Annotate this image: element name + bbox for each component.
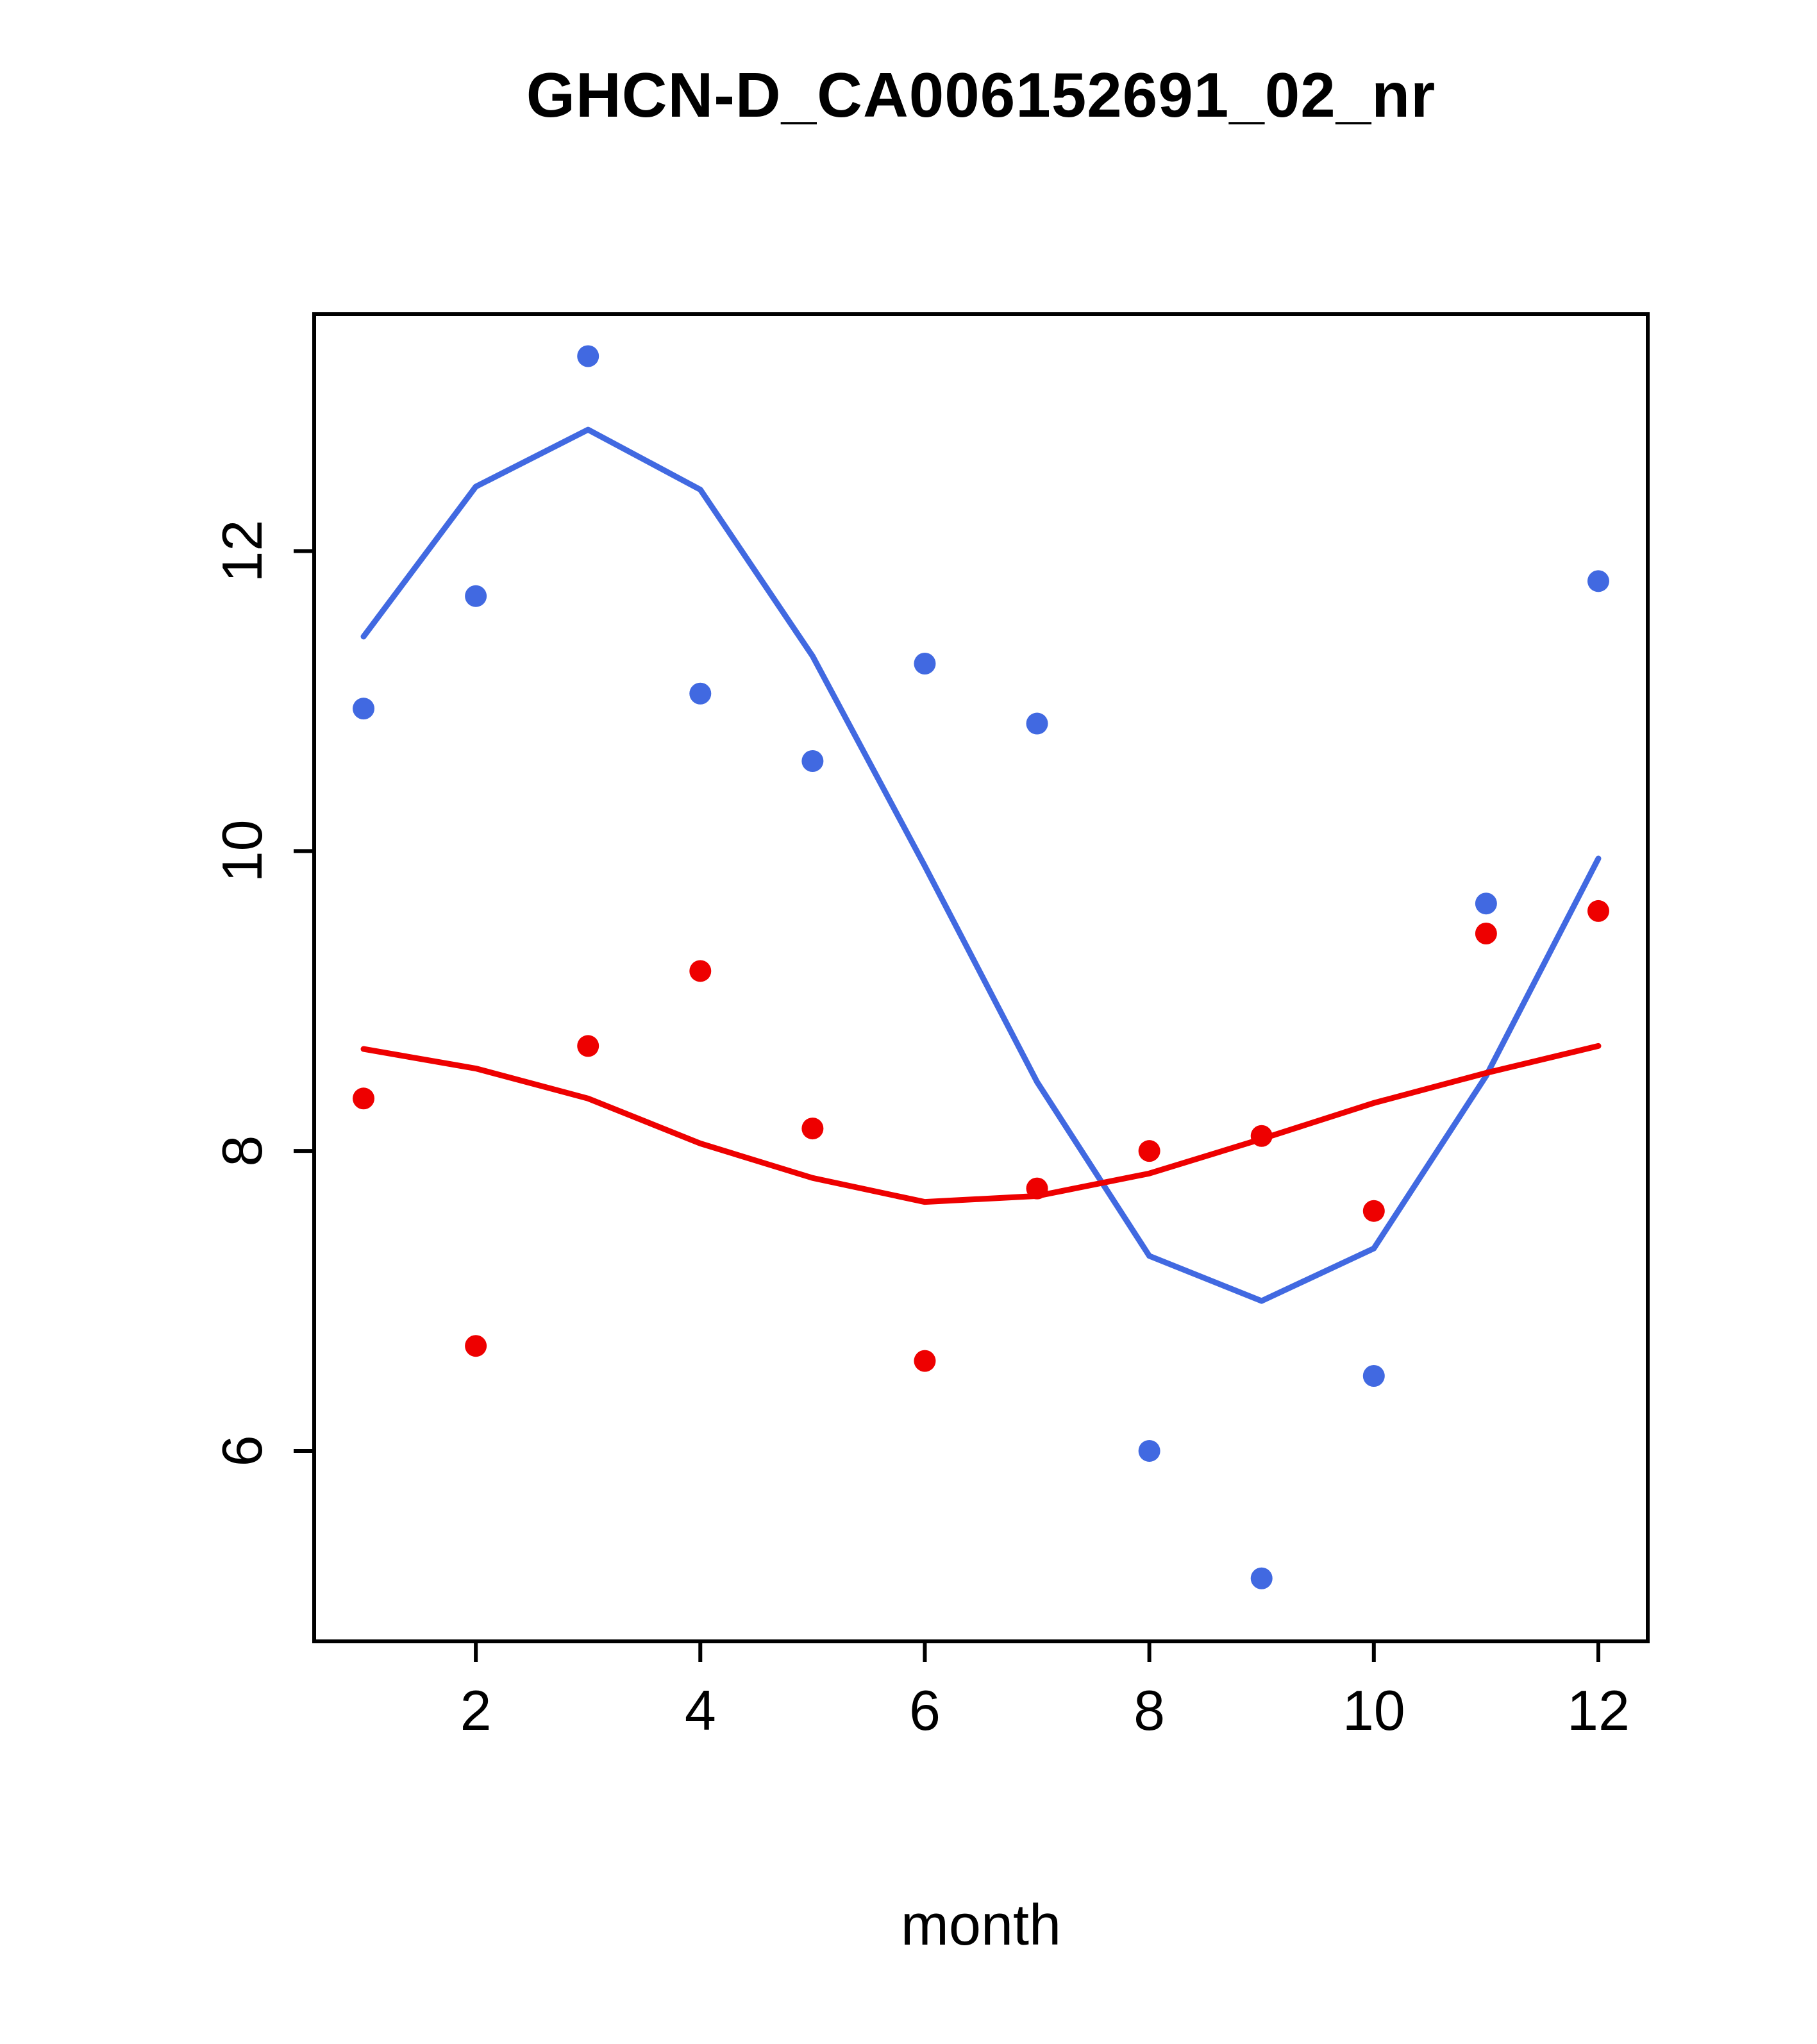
red-points-marker xyxy=(1138,1140,1160,1162)
red-points-marker xyxy=(914,1350,936,1372)
blue-points-marker xyxy=(1362,1365,1385,1387)
blue-points-marker xyxy=(353,698,375,720)
red-points-marker xyxy=(1475,923,1497,944)
x-tick-label: 8 xyxy=(1134,1679,1165,1742)
blue-points-marker xyxy=(1587,570,1609,592)
x-tick-label: 10 xyxy=(1343,1679,1405,1742)
x-tick-label: 4 xyxy=(685,1679,716,1742)
y-tick-label: 12 xyxy=(210,520,274,583)
blue-points-marker xyxy=(914,652,936,674)
x-tick-label: 2 xyxy=(460,1679,492,1742)
y-tick-label: 8 xyxy=(210,1135,274,1167)
blue-smooth-line xyxy=(360,426,1602,1304)
blue-points-marker xyxy=(1250,1567,1273,1589)
red-smooth-line xyxy=(360,1043,1602,1205)
red-points-marker xyxy=(577,1035,599,1057)
x-tick-label: 12 xyxy=(1567,1679,1630,1742)
red-points-marker xyxy=(1587,900,1609,922)
blue-points-marker xyxy=(801,750,824,773)
blue-points-marker xyxy=(577,345,599,367)
red-points-marker xyxy=(353,1087,375,1110)
blue-points-marker xyxy=(1475,892,1497,915)
x-axis-label: month xyxy=(900,1893,1062,1957)
chart-title: GHCN-D_CA006152691_02_nr xyxy=(526,60,1436,130)
red-points-marker xyxy=(689,960,712,982)
blue-points-marker xyxy=(1138,1439,1160,1462)
y-tick-label: 6 xyxy=(210,1435,274,1466)
blue-points-marker xyxy=(465,585,487,607)
x-tick-label: 6 xyxy=(909,1679,941,1742)
red-points-marker xyxy=(1362,1200,1385,1222)
red-points-marker xyxy=(465,1335,487,1357)
blue-points-marker xyxy=(689,682,712,705)
blue-points-marker xyxy=(1026,712,1048,735)
plot-border xyxy=(312,312,1650,1643)
y-tick-label: 10 xyxy=(210,819,274,882)
red-points-marker xyxy=(801,1118,824,1140)
